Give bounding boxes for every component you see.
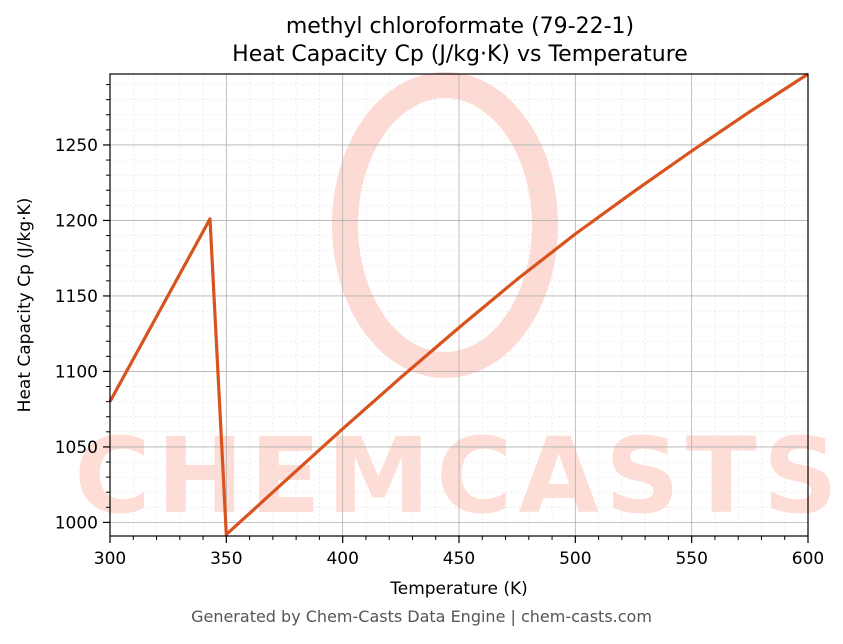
y-tick-label: 1000	[55, 513, 98, 533]
x-tick-label: 500	[559, 549, 591, 569]
x-tick-label: 600	[792, 549, 824, 569]
chart-title: methyl chloroformate (79-22-1)	[286, 14, 634, 39]
x-tick-label: 300	[94, 549, 126, 569]
series-line	[108, 72, 809, 537]
y-tick-label: 1200	[55, 211, 98, 231]
svg-text:CHEMCASTS: CHEMCASTS	[74, 415, 843, 537]
chart-subtitle: Heat Capacity Cp (J/kg·K) vs Temperature	[232, 42, 688, 67]
x-tick-label: 550	[675, 549, 707, 569]
y-tick-label: 1250	[55, 136, 98, 156]
x-axis-label: Temperature (K)	[389, 579, 528, 599]
axis-ticks: 300 350 400 450 500 550 600 1000 1050 1100 1150 120…	[55, 84, 824, 569]
x-tick-label: 400	[326, 549, 358, 569]
y-tick-label: 1150	[55, 287, 98, 307]
x-tick-label: 450	[443, 549, 475, 569]
y-axis-label: Heat Capacity Cp (J/kg·K)	[15, 198, 35, 413]
series-layer	[108, 72, 809, 537]
y-tick-label: 1100	[55, 362, 98, 382]
x-tick-label: 350	[210, 549, 242, 569]
y-tick-label: 1050	[55, 438, 98, 458]
chemcasts-watermark: CHEMCASTS	[74, 72, 843, 537]
footer-credit: Generated by Chem-Casts Data Engine | ch…	[191, 607, 652, 626]
